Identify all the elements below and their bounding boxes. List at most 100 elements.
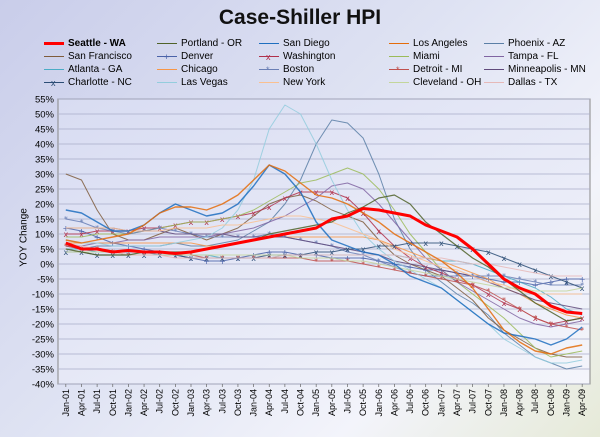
y-axis-label: YOY Change: [18, 208, 30, 267]
y-tick-label: -30%: [32, 350, 55, 361]
y-tick-label: 35%: [35, 155, 55, 166]
series-point: x: [502, 299, 507, 308]
series-point: *: [565, 323, 569, 332]
legend-swatch: [44, 68, 64, 70]
legend-swatch: [157, 81, 177, 83]
series-point: *: [549, 281, 553, 290]
series-point: x: [79, 230, 84, 239]
series-point: x: [314, 248, 319, 257]
chart-title: Case-Shiller HPI: [218, 6, 382, 29]
series-point: *: [345, 248, 349, 257]
series-point: +: [344, 254, 351, 263]
legend-label: Cleveland - OH: [413, 77, 482, 88]
series-line-seattle-wa: [65, 207, 583, 315]
series-point: *: [502, 272, 506, 281]
series-point: *: [580, 326, 584, 335]
legend-swatch: [44, 55, 64, 57]
legend-swatch: [259, 68, 279, 70]
series-point: x: [329, 248, 334, 257]
legend-label: Detroit - MI: [413, 64, 463, 75]
series-point: x: [439, 269, 444, 278]
series-point: x: [376, 227, 381, 236]
series-point: *: [377, 263, 381, 272]
series-point: x: [361, 245, 366, 254]
x-tick-label: Oct-03: [233, 389, 243, 416]
series-point: x: [142, 224, 147, 233]
legend-item: San Francisco: [44, 51, 132, 63]
legend-label: Seattle - WA: [68, 38, 126, 49]
series-point: *: [486, 287, 490, 296]
legend-marker: x: [266, 52, 271, 62]
x-tick-label: Jan-03: [186, 389, 196, 417]
x-tick-label: Apr-04: [264, 389, 274, 416]
legend-item: Tampa - FL: [484, 51, 559, 63]
y-tick-label: -5%: [37, 275, 54, 286]
legend-label: Boston: [283, 64, 315, 75]
legend-label: New York: [283, 77, 326, 88]
legend-label: Atlanta - GA: [68, 64, 123, 75]
series-point: *: [283, 254, 287, 263]
series-line-san-francisco: [65, 173, 583, 358]
series-point: x: [345, 245, 350, 254]
series-point: *: [377, 257, 381, 266]
series-point: x: [564, 278, 569, 287]
x-tick-label: Oct-02: [170, 389, 180, 416]
legend-swatch: [484, 42, 504, 44]
x-tick-label: Oct-04: [296, 389, 306, 416]
series-point: x: [580, 314, 585, 323]
legend-label: Las Vegas: [181, 77, 228, 88]
legend-swatch: [484, 68, 504, 70]
x-tick-label: Jan-08: [499, 389, 509, 417]
series-point: +: [282, 248, 289, 257]
series-line-new-york: [65, 215, 583, 295]
series-point: *: [173, 227, 177, 236]
y-tick-label: 25%: [35, 185, 55, 196]
series-point: *: [64, 215, 68, 224]
x-tick-label: Jan-07: [436, 389, 446, 417]
series-point: *: [79, 218, 83, 227]
series-point: +: [360, 254, 367, 263]
series-point: *: [471, 281, 475, 290]
legend-swatch: [389, 55, 409, 57]
series-line-los-angeles: [65, 164, 583, 355]
series-point: +: [141, 245, 148, 254]
legend-swatch: [484, 55, 504, 57]
series-line-tampa-fl: [65, 182, 583, 328]
series-point: x: [502, 254, 507, 263]
series-point: +: [422, 266, 429, 275]
x-tick-label: Jan-09: [562, 389, 572, 417]
series-point: *: [486, 272, 490, 281]
legend-swatch: [389, 68, 409, 70]
x-tick-label: Oct-01: [108, 389, 118, 416]
series-point: *: [439, 275, 443, 284]
legend-marker: x: [51, 78, 56, 88]
series-point: +: [501, 278, 508, 287]
legend-label: Tampa - FL: [508, 51, 559, 62]
series-point: x: [423, 239, 428, 248]
x-tick-label: Apr-09: [577, 389, 587, 416]
x-tick-label: Jul-08: [530, 389, 540, 414]
legend-swatch: [389, 81, 409, 83]
x-tick-label: Jan-05: [311, 389, 321, 417]
legend-item: Cleveland - OH: [389, 77, 481, 89]
legend-swatch: [157, 68, 177, 70]
y-tick-label: -35%: [32, 365, 55, 376]
x-tick-label: Oct-07: [483, 389, 493, 416]
legend-marker: *: [266, 65, 270, 75]
series-point: *: [455, 278, 459, 287]
legend-label: Miami: [413, 51, 440, 62]
legend-item: Las Vegas: [157, 77, 228, 89]
legend-swatch: [259, 55, 279, 57]
legend-marker: +: [164, 52, 170, 62]
x-tick-label: Jul-05: [342, 389, 352, 414]
y-tick-label: 5%: [40, 245, 54, 256]
series-point: *: [565, 281, 569, 290]
legend-swatch: [259, 81, 279, 83]
x-tick-label: Jan-02: [123, 389, 133, 417]
legend-label: Washington: [283, 51, 336, 62]
series-point: *: [408, 269, 412, 278]
legend-item: Atlanta - GA: [44, 64, 122, 76]
x-tick-label: Jul-01: [92, 389, 102, 414]
series-point: +: [548, 278, 555, 287]
